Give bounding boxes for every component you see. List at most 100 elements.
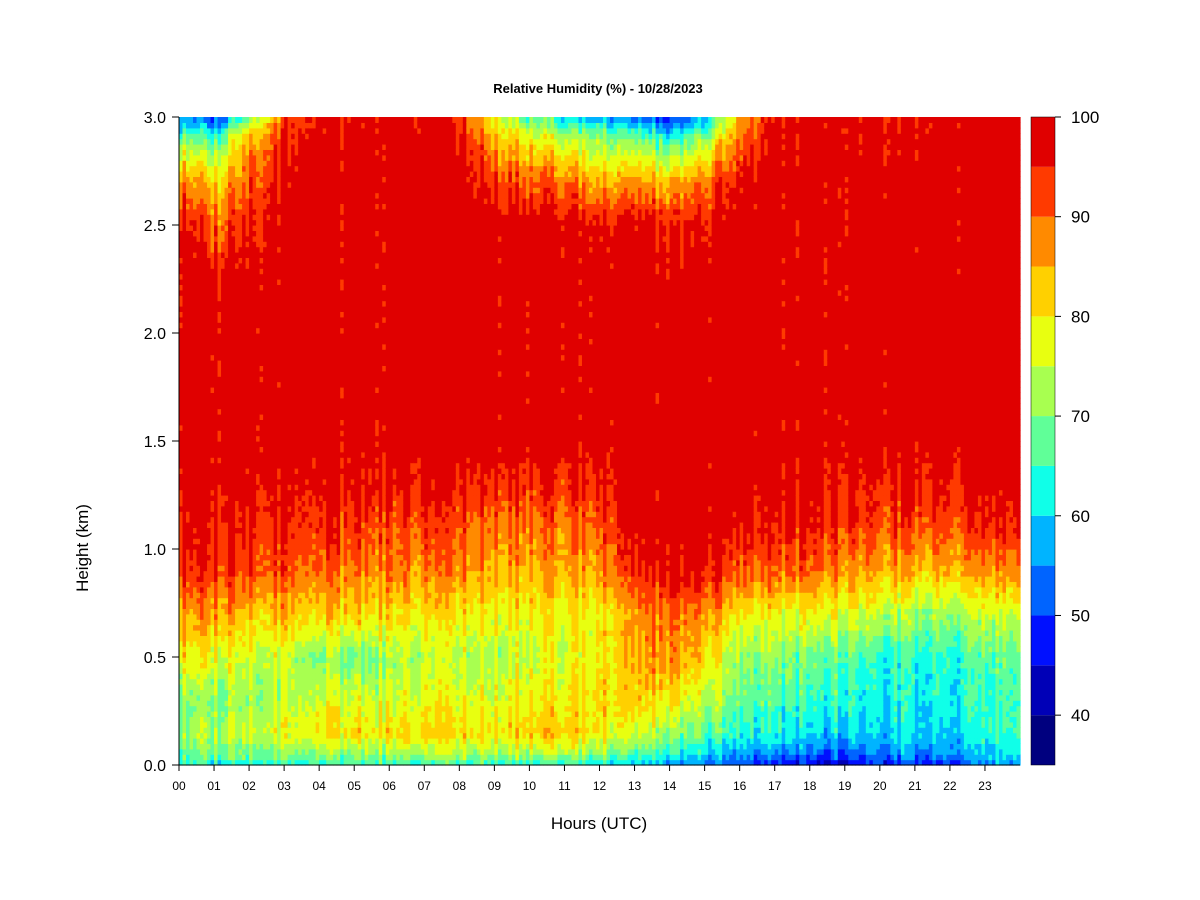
heatmap-cell <box>288 139 292 145</box>
heatmap-cell <box>190 706 194 712</box>
heatmap-cell <box>249 533 253 539</box>
heatmap-cell <box>312 295 316 301</box>
heatmap-cell <box>253 301 257 307</box>
heatmap-cell <box>246 160 250 166</box>
heatmap-cell <box>235 284 239 290</box>
heatmap-cell <box>288 576 292 582</box>
heatmap-cell <box>298 252 302 258</box>
heatmap-cell <box>323 517 327 523</box>
heatmap-cell <box>235 506 239 512</box>
heatmap-cell <box>305 414 309 420</box>
heatmap-cell <box>288 452 292 458</box>
heatmap-cell <box>207 257 211 263</box>
heatmap-cell <box>277 554 281 560</box>
heatmap-cell <box>302 549 306 555</box>
heatmap-cell <box>260 560 264 566</box>
heatmap-cell <box>228 263 232 269</box>
heatmap-cell <box>207 425 211 431</box>
heatmap-cell <box>263 203 267 209</box>
heatmap-cell <box>267 376 271 382</box>
heatmap-cell <box>295 522 299 528</box>
heatmap-cell <box>312 625 316 631</box>
heatmap-cell <box>214 279 218 285</box>
heatmap-cell <box>190 338 194 344</box>
heatmap-cell <box>207 290 211 296</box>
heatmap-cell <box>323 554 327 560</box>
heatmap-cell <box>260 506 264 512</box>
heatmap-cell <box>281 533 285 539</box>
heatmap-cell <box>253 349 257 355</box>
heatmap-cell <box>295 565 299 571</box>
heatmap-cell <box>267 187 271 193</box>
heatmap-cell <box>204 198 208 204</box>
heatmap-cell <box>186 306 190 312</box>
heatmap-cell <box>186 149 190 155</box>
heatmap-cell <box>225 500 229 506</box>
heatmap-cell <box>298 544 302 550</box>
heatmap-cell <box>267 473 271 479</box>
heatmap-cell <box>253 716 257 722</box>
heatmap-cell <box>197 522 201 528</box>
heatmap-cell <box>288 657 292 663</box>
heatmap-cell <box>249 414 253 420</box>
heatmap-cell <box>232 749 236 755</box>
heatmap-cell <box>319 722 323 728</box>
heatmap-cell <box>211 322 215 328</box>
heatmap-cell <box>309 711 313 717</box>
heatmap-cell <box>270 133 274 139</box>
heatmap-cell <box>260 565 264 571</box>
heatmap-cell <box>263 225 267 231</box>
heatmap-cell <box>263 144 267 150</box>
heatmap-cell <box>218 749 222 755</box>
heatmap-cell <box>277 306 281 312</box>
heatmap-cell <box>305 365 309 371</box>
heatmap-cell <box>179 743 183 749</box>
heatmap-cell <box>183 371 187 377</box>
heatmap-cell <box>302 268 306 274</box>
heatmap-cell <box>232 133 236 139</box>
heatmap-cell <box>242 139 246 145</box>
heatmap-cell <box>186 468 190 474</box>
heatmap-cell <box>207 382 211 388</box>
heatmap-cell <box>298 419 302 425</box>
heatmap-cell <box>270 290 274 296</box>
heatmap-cell <box>316 581 320 587</box>
heatmap-cell <box>267 349 271 355</box>
heatmap-cell <box>288 306 292 312</box>
heatmap-cell <box>239 571 243 577</box>
heatmap-cell <box>295 614 299 620</box>
heatmap-cell <box>193 355 197 361</box>
heatmap-cell <box>183 306 187 312</box>
heatmap-cell <box>267 322 271 328</box>
heatmap-cell <box>200 241 204 247</box>
heatmap-cell <box>249 209 253 215</box>
heatmap-cell <box>225 317 229 323</box>
heatmap-cell <box>309 495 313 501</box>
heatmap-cell <box>221 387 225 393</box>
heatmap-cell <box>302 311 306 317</box>
heatmap-cell <box>288 679 292 685</box>
heatmap-cell <box>193 133 197 139</box>
heatmap-cell <box>312 241 316 247</box>
heatmap-cell <box>316 479 320 485</box>
heatmap-cell <box>281 576 285 582</box>
heatmap-cell <box>323 382 327 388</box>
heatmap-cell <box>211 452 215 458</box>
heatmap-cell <box>235 727 239 733</box>
heatmap-cell <box>295 290 299 296</box>
heatmap-cell <box>214 495 218 501</box>
heatmap-cell <box>319 592 323 598</box>
heatmap-cell <box>204 549 208 555</box>
heatmap-cell <box>246 274 250 280</box>
heatmap-cell <box>235 322 239 328</box>
heatmap-cell <box>235 625 239 631</box>
heatmap-cell <box>249 203 253 209</box>
heatmap-cell <box>235 203 239 209</box>
heatmap-cell <box>200 716 204 722</box>
heatmap-cell <box>267 220 271 226</box>
heatmap-cell <box>225 133 229 139</box>
heatmap-cell <box>218 301 222 307</box>
heatmap-cell <box>263 441 267 447</box>
heatmap-cell <box>256 284 260 290</box>
heatmap-cell <box>256 463 260 469</box>
